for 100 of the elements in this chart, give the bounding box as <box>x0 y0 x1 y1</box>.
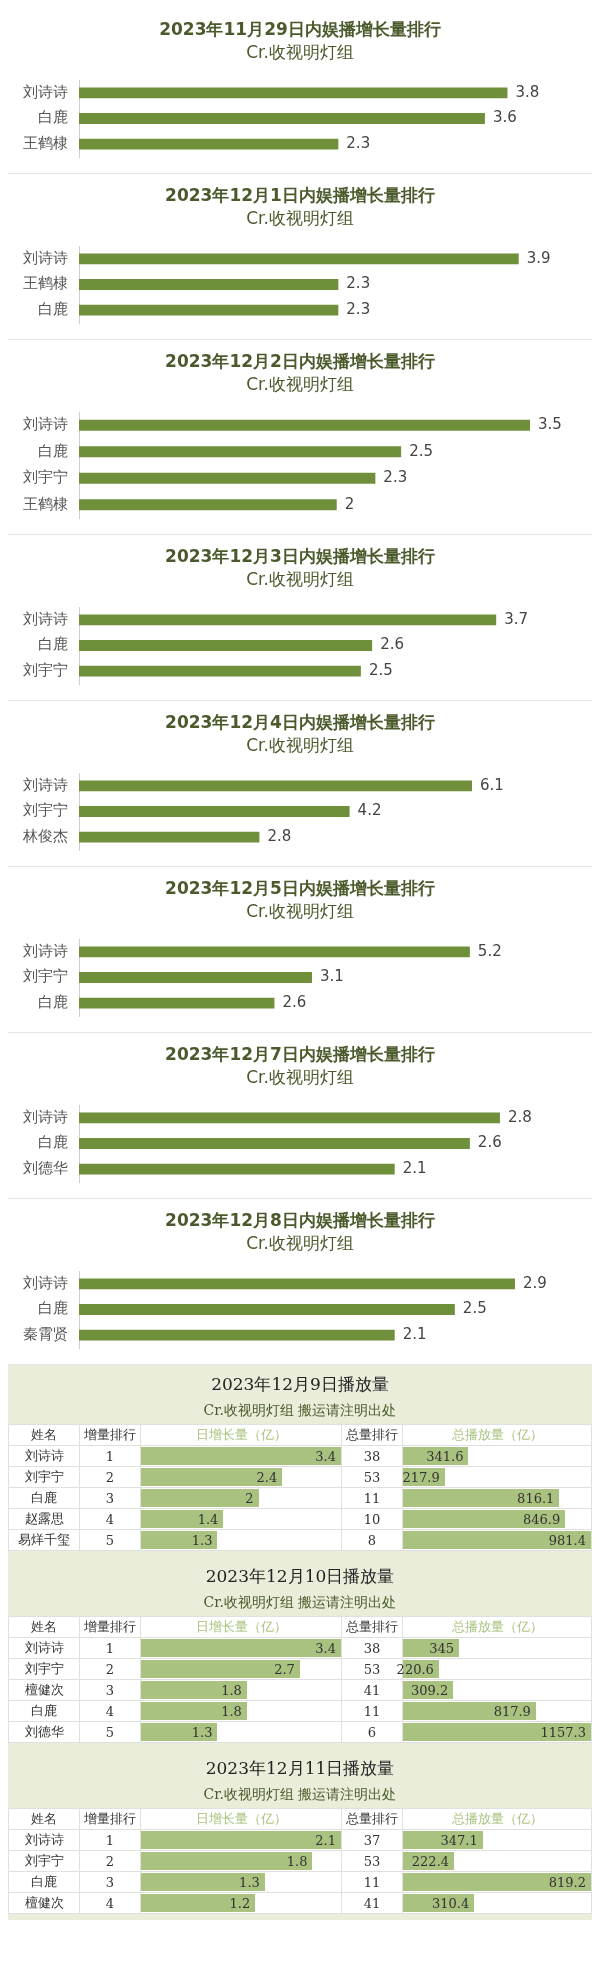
data-label: 3.6 <box>492 108 517 127</box>
bar <box>79 472 376 484</box>
chart-title: 2023年12月2日内娱播增长量排行 <box>164 350 436 373</box>
data-label: 8 <box>367 1532 377 1548</box>
text: 姓名 <box>8 1424 80 1446</box>
data-label: 2 <box>245 1491 254 1506</box>
data-label: 1.3 <box>191 1533 213 1548</box>
data-label: 2 <box>105 1853 115 1869</box>
data-label: 2.8 <box>267 827 292 846</box>
data-label: 53 <box>363 1661 381 1677</box>
text: Cr.收视明灯组 搬运请注明出处 <box>202 1593 398 1612</box>
y-tick-label: 白鹿 <box>38 635 68 654</box>
y-tick-label: 白鹿 <box>38 993 68 1012</box>
data-label: 816.1 <box>517 1491 555 1506</box>
data-label: 10 <box>363 1511 381 1527</box>
y-tick-label: 刘德华 <box>23 1159 68 1178</box>
series-label: 日增长量（亿） <box>195 1811 287 1826</box>
series-label: 总量排行 <box>346 1811 398 1826</box>
chart-subtitle: Cr.收视明灯组 <box>245 900 355 923</box>
data-label: 1.3 <box>239 1875 260 1890</box>
chart-title: 2023年12月3日内娱播增长量排行 <box>164 545 436 568</box>
chart-subtitle: Cr.收视明灯组 <box>245 1232 355 1255</box>
y-tick-label: 王鹤棣 <box>23 274 68 293</box>
y-tick-label: 刘诗诗 <box>23 82 68 101</box>
data-label: 3.5 <box>538 415 562 434</box>
chart-subtitle: Cr.收视明灯组 <box>245 207 355 230</box>
y-tick-label: 刘宇宁 <box>23 661 68 680</box>
data-label: 309.2 <box>411 1683 449 1698</box>
chart-title: 2023年12月7日内娱播增长量排行 <box>164 1043 436 1066</box>
data-label: 1 <box>105 1448 115 1464</box>
y-tick-label: 刘宇宁 <box>23 967 68 986</box>
data-label: 5 <box>105 1532 115 1548</box>
y-tick-label: 刘宇宁 <box>23 468 68 487</box>
y-tick-label: 刘诗诗 <box>23 775 68 794</box>
category-label: 赵露思 <box>8 1508 80 1530</box>
data-label: 6 <box>367 1724 377 1740</box>
data-label: 1157.3 <box>540 1725 586 1740</box>
y-tick-label: 林俊杰 <box>22 827 68 846</box>
y-tick-label: 刘诗诗 <box>23 248 68 267</box>
data-label: 3 <box>105 1874 115 1890</box>
data-label: 4 <box>105 1511 115 1527</box>
chart-subtitle: Cr.收视明灯组 <box>245 373 355 396</box>
data-label: 3 <box>105 1682 115 1698</box>
text: 姓名 <box>8 1808 80 1830</box>
data-label: 1.8 <box>221 1704 242 1719</box>
data-label: 2.9 <box>522 1273 547 1292</box>
chart-subtitle: Cr.收视明灯组 <box>245 568 355 591</box>
chart-subtitle: Cr.收视明灯组 <box>245 41 355 64</box>
data-label: 3.8 <box>515 82 540 101</box>
y-tick-label: 刘诗诗 <box>23 609 68 628</box>
data-label: 2.6 <box>282 993 307 1012</box>
y-tick-label: 刘宇宁 <box>23 801 68 820</box>
y-tick-label: 白鹿 <box>38 441 68 460</box>
data-label: 345 <box>429 1641 455 1656</box>
series-label: 增量排行 <box>84 1811 136 1826</box>
data-label: 2.6 <box>380 635 405 654</box>
data-label: 2.4 <box>256 1470 278 1485</box>
data-label: 981.4 <box>548 1533 586 1548</box>
data-label: 222.4 <box>411 1854 450 1869</box>
data-label: 37 <box>363 1832 381 1848</box>
data-label: 2.7 <box>274 1662 295 1677</box>
data-label: 310.4 <box>432 1896 470 1911</box>
text: Cr.收视明灯组 搬运请注明出处 <box>202 1401 398 1420</box>
text: 2023年12月9日播放量 <box>210 1373 390 1396</box>
series-label: 总量排行 <box>346 1619 398 1634</box>
y-tick-label: 刘诗诗 <box>23 415 68 434</box>
data-label: 3 <box>105 1490 115 1506</box>
data-label: 53 <box>363 1469 381 1485</box>
y-tick-label: 刘诗诗 <box>23 1107 68 1126</box>
category-label: 檀健次 <box>8 1892 80 1914</box>
data-label: 1.2 <box>229 1896 251 1911</box>
data-label: 3.4 <box>315 1641 336 1656</box>
data-label: 2.3 <box>346 134 371 153</box>
data-label: 38 <box>363 1448 381 1464</box>
y-tick-label: 秦霄贤 <box>23 1325 68 1344</box>
data-label: 2.3 <box>346 274 371 293</box>
data-label: 4 <box>105 1703 115 1719</box>
y-tick-label: 白鹿 <box>38 108 68 127</box>
data-label: 2 <box>344 494 355 513</box>
data-label: 2.3 <box>383 468 408 487</box>
data-label: 11 <box>363 1703 381 1719</box>
chart-title: 2023年11月29日内娱播增长量排行 <box>158 18 442 41</box>
series-label: 日增长量（亿） <box>195 1619 287 1634</box>
data-label: 3.9 <box>526 248 551 267</box>
data-label: 6.1 <box>480 775 504 794</box>
data-label: 2 <box>105 1469 115 1485</box>
chart-title: 2023年12月1日内娱播增长量排行 <box>164 184 436 207</box>
series-label: 总播放量（亿） <box>451 1619 543 1634</box>
chart-subtitle: Cr.收视明灯组 <box>245 734 355 757</box>
series-label: 增量排行 <box>84 1619 136 1634</box>
data-label: 53 <box>363 1853 381 1869</box>
bar <box>79 446 402 458</box>
y-tick-label: 王鹤棣 <box>23 134 68 153</box>
data-label: 341.6 <box>426 1449 464 1464</box>
bar <box>79 419 530 431</box>
data-label: 2.1 <box>402 1325 427 1344</box>
data-label: 11 <box>363 1490 381 1506</box>
y-tick-label: 刘诗诗 <box>23 941 68 960</box>
data-label: 846.9 <box>523 1512 561 1527</box>
y-tick-label: 白鹿 <box>38 1299 68 1318</box>
